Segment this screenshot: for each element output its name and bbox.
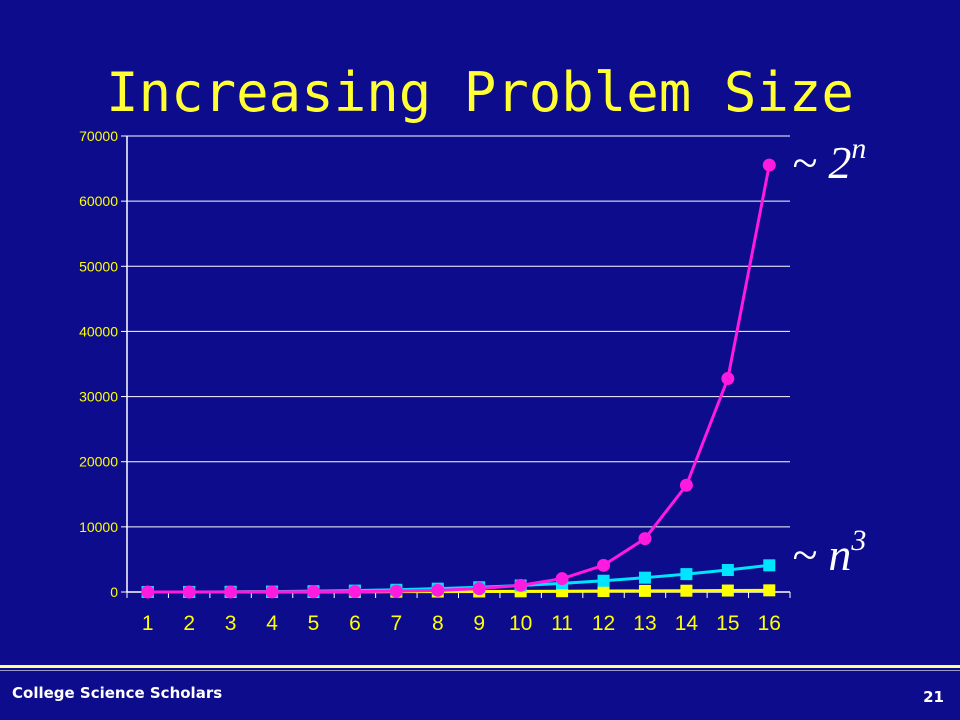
cubic-series-point <box>721 564 734 577</box>
x-tick-label: 1 <box>142 612 154 635</box>
x-tick-label: 4 <box>266 612 278 635</box>
footer-organization: College Science Scholars <box>12 684 223 702</box>
cubic-series-point <box>597 574 610 587</box>
x-tick-label: 11 <box>551 612 573 635</box>
y-tick-label: 60000 <box>79 193 118 209</box>
cubic-annotation: ~ n3 <box>792 526 866 580</box>
exponential-series-point <box>679 478 693 492</box>
y-tick-label: 70000 <box>79 128 118 144</box>
exponential-series-point <box>597 558 611 572</box>
quadratic-series-point <box>680 584 693 597</box>
y-tick-label: 20000 <box>79 454 118 470</box>
y-tick-label: 10000 <box>79 519 118 535</box>
exponential-series-point <box>555 572 569 586</box>
y-tick-label: 40000 <box>79 323 118 339</box>
cubic-series-point <box>638 571 651 584</box>
x-tick-label: 14 <box>675 612 699 635</box>
exponential-annotation: ~ 2n <box>792 134 866 188</box>
cubic-annotation-exponent: 3 <box>851 524 867 557</box>
exponential-series-point <box>348 585 362 599</box>
cubic-series-point <box>763 559 776 572</box>
quadratic-series-point <box>721 584 734 597</box>
exponential-series-point <box>265 585 279 599</box>
quadratic-series-point <box>763 584 776 597</box>
exponential-series-point <box>306 585 320 599</box>
exponential-annotation-base: ~ 2 <box>792 137 852 188</box>
exponential-series-point <box>389 584 403 598</box>
x-tick-label: 9 <box>473 612 485 635</box>
quadratic-series-point <box>597 585 610 598</box>
x-tick-label: 12 <box>592 612 615 635</box>
x-tick-label: 10 <box>509 612 532 635</box>
exponential-annotation-exponent: n <box>851 132 867 165</box>
x-tick-label: 7 <box>391 612 403 635</box>
y-tick-label: 50000 <box>79 258 118 274</box>
exponential-series-point <box>224 585 238 599</box>
x-tick-label: 8 <box>432 612 444 635</box>
y-tick-label: 30000 <box>79 389 118 405</box>
slide-title: Increasing Problem Size <box>106 61 854 124</box>
footer-rule <box>0 665 960 668</box>
x-tick-label: 16 <box>758 612 781 635</box>
x-tick-label: 5 <box>308 612 320 635</box>
exponential-series-point <box>762 158 776 172</box>
exponential-series-point <box>141 585 155 599</box>
exponential-series-point <box>182 585 196 599</box>
exponential-series-point <box>638 532 652 546</box>
x-tick-label: 13 <box>633 612 656 635</box>
exponential-series-point <box>514 578 528 592</box>
footer-rule-thin <box>0 670 960 671</box>
page-number: 21 <box>923 688 944 706</box>
exponential-series-point <box>431 583 445 597</box>
cubic-series-line <box>147 563 770 594</box>
exponential-series-line <box>147 164 771 594</box>
exponential-series-point <box>472 582 486 596</box>
x-tick-label: 3 <box>225 612 237 635</box>
y-tick-label: 0 <box>110 584 118 600</box>
x-tick-label: 6 <box>349 612 361 635</box>
x-tick-label: 15 <box>716 612 739 635</box>
cubic-annotation-base: ~ n <box>792 529 852 580</box>
exponential-series-point <box>721 372 735 386</box>
x-tick-label: 2 <box>183 612 195 635</box>
quadratic-series-point <box>638 584 651 597</box>
cubic-series-point <box>680 568 693 581</box>
